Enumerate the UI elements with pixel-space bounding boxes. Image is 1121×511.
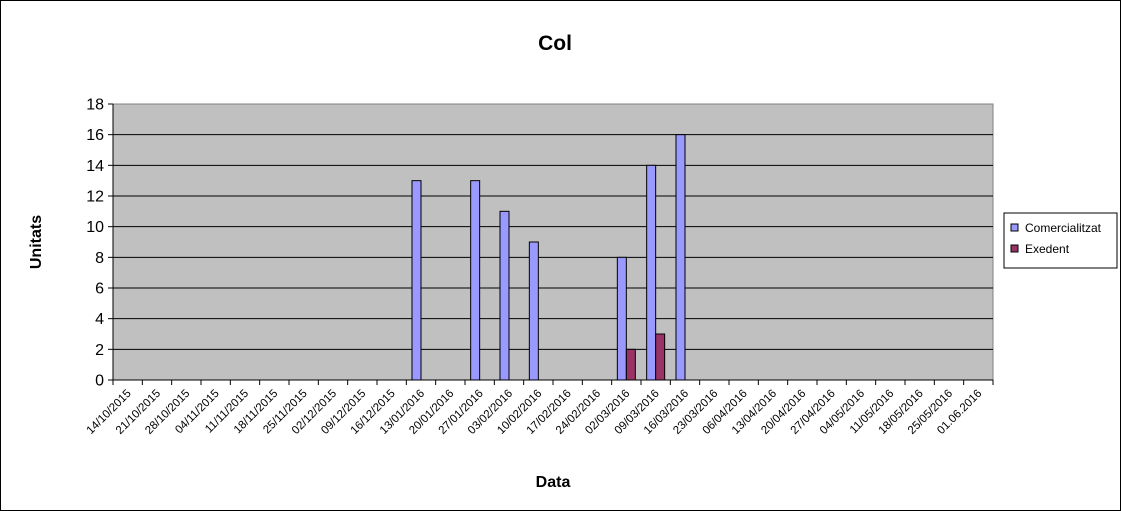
chart-title: Col	[538, 32, 572, 55]
y-tick-labels: 0 2 4 6 8 10 12 14 16 18	[86, 97, 104, 390]
y-tick-label: 16	[86, 127, 104, 144]
axes	[108, 103, 994, 385]
legend-label-exedent: Exedent	[1025, 242, 1070, 256]
legend-box	[1003, 212, 1118, 269]
y-tick-label: 10	[86, 219, 104, 236]
y-tick-label: 2	[95, 342, 104, 359]
plot-area	[112, 103, 994, 381]
legend-swatch-comercialitzat	[1010, 223, 1019, 232]
x-axis-title: Data	[536, 474, 571, 491]
x-tick-labels: 14/10/201521/10/201528/10/201504/11/2015…	[85, 388, 985, 437]
bar-comercialitzat-17	[616, 256, 627, 381]
legend: Comercialitzat Exedent	[1003, 212, 1118, 269]
bar-comercialitzat-13	[499, 210, 510, 381]
bar-comercialitzat-10	[411, 180, 422, 381]
bar-comercialitzat-12	[470, 180, 481, 381]
gridlines	[113, 134, 993, 350]
bar-exedent-18	[655, 333, 666, 381]
legend-swatch-exedent	[1010, 244, 1019, 253]
y-tick-label: 12	[86, 189, 104, 206]
y-tick-label: 14	[86, 158, 104, 175]
bar-comercialitzat-18	[646, 164, 657, 381]
bar-exedent-17	[625, 348, 636, 381]
y-tick-label: 6	[95, 281, 104, 298]
y-axis-title: Unitats	[28, 215, 45, 269]
legend-label-comercialitzat: Comercialitzat	[1025, 221, 1102, 235]
y-tick-label: 8	[95, 250, 104, 267]
y-tick-label: 18	[86, 97, 104, 114]
y-tick-label: 4	[95, 311, 104, 328]
bar-comercialitzat-14	[528, 241, 539, 381]
bar-comercialitzat-19	[675, 134, 686, 381]
y-tick-label: 0	[95, 373, 104, 390]
